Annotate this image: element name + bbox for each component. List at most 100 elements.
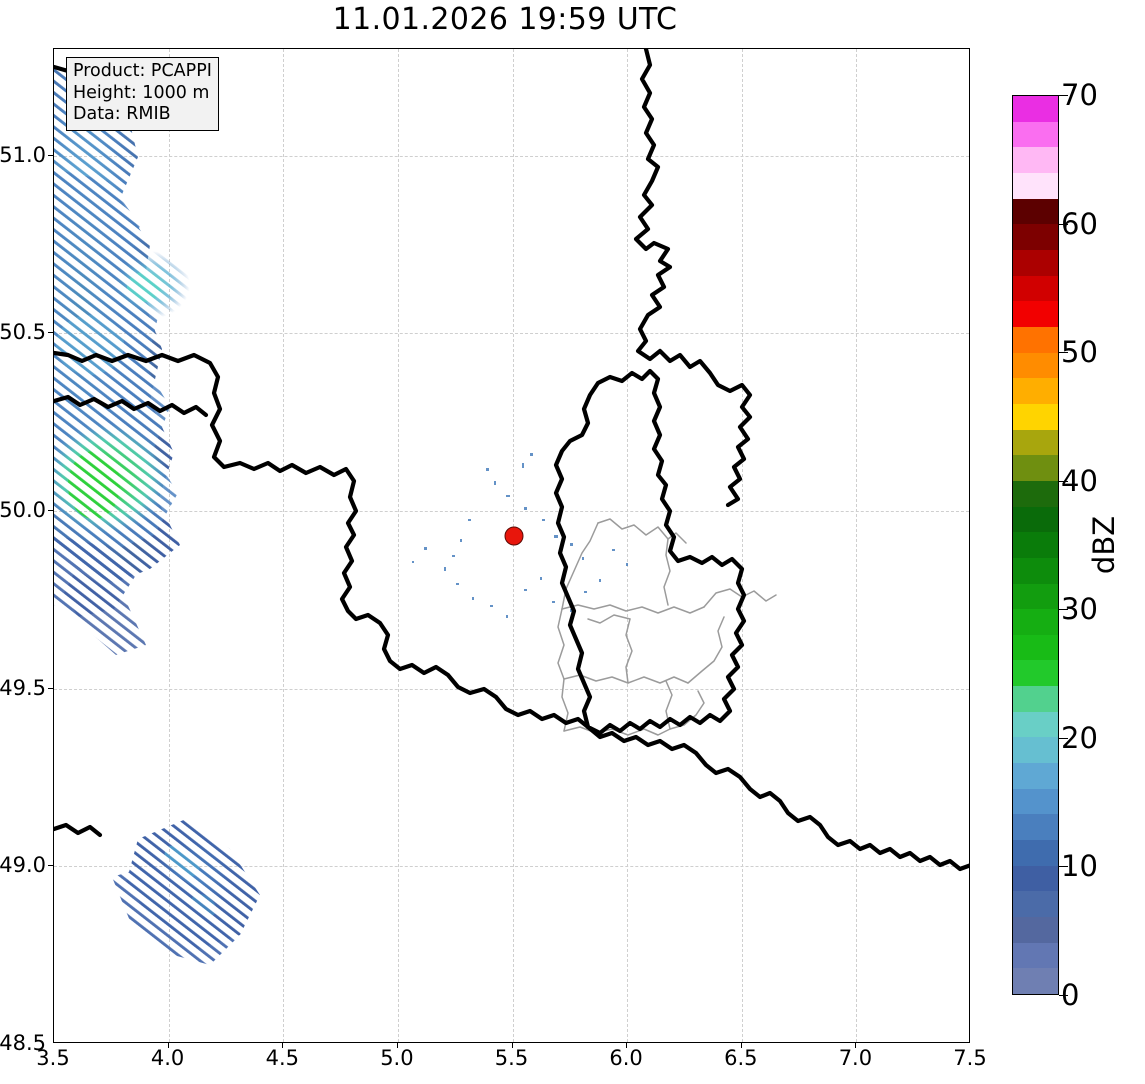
gridline-y: [54, 155, 969, 157]
x-tick-label: 7.0: [838, 1046, 873, 1070]
colorbar-tick-mark: [1059, 223, 1068, 225]
y-tick-mark: [48, 865, 53, 867]
x-tick-mark: [511, 1043, 513, 1048]
colorbar-tick-mark: [1059, 737, 1068, 739]
x-tick-label: 5.5: [494, 1046, 529, 1070]
colorbar-band-4: [1013, 865, 1058, 892]
x-tick-mark: [740, 1043, 742, 1048]
echo-south-patch: [112, 819, 260, 965]
x-tick-label: 4.5: [265, 1046, 299, 1070]
x-tick-mark: [626, 1043, 628, 1048]
y-tick-label: 49.5: [0, 675, 46, 700]
x-tick-mark: [282, 1043, 284, 1048]
echo-near-radar-speckle: [412, 453, 628, 618]
map-clip: [54, 49, 969, 1042]
y-tick-mark: [48, 154, 53, 156]
gridline-y: [54, 333, 969, 335]
x-tick-label: 6.0: [609, 1046, 643, 1070]
colorbar-band-27: [1013, 275, 1058, 302]
colorbar-band-15: [1013, 583, 1058, 610]
colorbar-tick-label: 50: [1061, 335, 1098, 370]
colorbar-tick-mark: [1059, 95, 1068, 96]
gridline-y: [54, 510, 969, 512]
colorbar-tick-label: 30: [1061, 592, 1098, 627]
colorbar-band-26: [1013, 301, 1058, 327]
info-product: Product: PCAPPI: [73, 61, 212, 81]
map-plot-area[interactable]: Product: PCAPPI Height: 1000 m Data: RMI…: [53, 48, 970, 1043]
colorbar-band-17: [1013, 532, 1058, 558]
y-tick-mark: [48, 687, 53, 689]
x-tick-label: 6.5: [724, 1046, 758, 1070]
colorbar-band-3: [1013, 891, 1058, 918]
colorbar-tick-label: 0: [1061, 978, 1080, 1012]
colorbar-band-30: [1013, 198, 1058, 225]
echo-northwest-fringe: [54, 535, 146, 655]
colorbar-band-9: [1013, 737, 1058, 764]
colorbar-tick-mark: [1059, 480, 1068, 482]
colorbar-band-31: [1013, 173, 1058, 199]
x-tick-label: 4.0: [150, 1046, 185, 1070]
colorbar-tick-mark: [1059, 609, 1068, 611]
colorbar-band-8: [1013, 763, 1058, 789]
colorbar-band-14: [1013, 609, 1058, 635]
y-tick-label: 48.5: [0, 1031, 46, 1055]
gridline-x: [512, 49, 514, 1042]
colorbar-band-24: [1013, 352, 1058, 379]
y-tick-label: 49.0: [0, 853, 46, 878]
colorbar-tick-label: 60: [1061, 206, 1098, 241]
y-tick-mark: [48, 332, 53, 334]
colorbar-tick-label: 10: [1061, 849, 1098, 884]
info-data: Data: RMIB: [73, 104, 171, 125]
gridline-x: [627, 49, 629, 1042]
colorbar-band-18: [1013, 506, 1058, 533]
x-tick-label: 3.5: [36, 1046, 70, 1070]
info-height: Height: 1000 m: [73, 82, 210, 103]
gridline-x: [856, 49, 858, 1042]
info-box: Product: PCAPPI Height: 1000 m Data: RMI…: [66, 57, 219, 132]
y-tick-label: 51.0: [0, 142, 46, 167]
x-tick-label: 5.0: [380, 1046, 414, 1070]
y-tick-label: 50.0: [0, 497, 46, 522]
colorbar-band-11: [1013, 686, 1058, 712]
colorbar-band-21: [1013, 429, 1058, 456]
colorbar-band-1: [1013, 942, 1058, 969]
colorbar-band-7: [1013, 788, 1058, 815]
x-tick-label: 7.5: [953, 1046, 987, 1070]
colorbar-band-25: [1013, 326, 1058, 353]
radar-site-marker[interactable]: [504, 526, 524, 546]
colorbar-tick-mark: [1059, 866, 1068, 868]
colorbar-band-28: [1013, 249, 1058, 276]
x-tick-mark: [396, 1043, 398, 1048]
colorbar-band-19: [1013, 480, 1058, 507]
x-tick-mark: [167, 1043, 169, 1048]
gridline-y: [54, 866, 969, 868]
national-border-layer: [54, 49, 969, 872]
colorbar-band-22: [1013, 403, 1058, 430]
x-tick-mark: [855, 1043, 857, 1048]
colorbar-band-5: [1013, 840, 1058, 866]
colorbar-band-13: [1013, 634, 1058, 661]
colorbar-tick-mark: [1059, 352, 1068, 354]
colorbar-band-16: [1013, 557, 1058, 584]
colorbar-tick-label: 70: [1061, 78, 1098, 112]
colorbar-band-20: [1013, 455, 1058, 481]
colorbar-tick-label: 40: [1061, 463, 1098, 498]
colorbar-band-34: [1013, 96, 1058, 122]
gridline-y: [54, 688, 969, 690]
colorbar[interactable]: [1012, 95, 1059, 995]
colorbar-tick-label: 20: [1061, 720, 1098, 755]
colorbar-band-32: [1013, 147, 1058, 173]
gridline-x: [283, 49, 285, 1042]
gridline-x: [741, 49, 743, 1042]
gridline-x: [397, 49, 399, 1042]
colorbar-tick-mark: [1059, 995, 1068, 996]
y-tick-label: 50.5: [0, 320, 46, 345]
colorbar-axis-label: dBZ: [1087, 515, 1121, 575]
colorbar-band-12: [1013, 660, 1058, 687]
colorbar-band-6: [1013, 814, 1058, 841]
luxembourg-canton-layer: [557, 518, 777, 736]
colorbar-band-23: [1013, 378, 1058, 404]
page-title: 11.01.2026 19:59 UTC: [332, 2, 678, 37]
colorbar-band-2: [1013, 917, 1058, 943]
